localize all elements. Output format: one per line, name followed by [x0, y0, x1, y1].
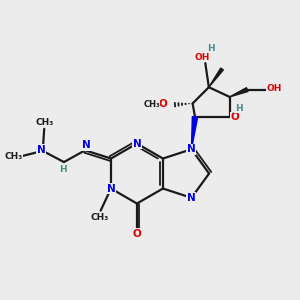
Text: N: N	[187, 193, 196, 203]
Text: H: H	[235, 103, 242, 112]
Text: H: H	[207, 44, 214, 53]
Polygon shape	[230, 88, 248, 97]
Text: OH: OH	[195, 53, 210, 62]
Text: CH₃: CH₃	[36, 118, 54, 127]
Text: H: H	[58, 165, 66, 174]
Text: N: N	[37, 145, 46, 155]
Text: O: O	[133, 229, 141, 239]
Text: N: N	[106, 184, 115, 194]
Text: N: N	[82, 140, 91, 150]
Text: methyl: methyl	[152, 101, 156, 103]
Text: OH: OH	[267, 84, 282, 93]
Polygon shape	[209, 68, 224, 87]
Text: CH₃: CH₃	[4, 152, 22, 161]
Text: N: N	[133, 139, 141, 148]
Text: CH₃: CH₃	[143, 100, 160, 109]
Text: CH₃: CH₃	[91, 212, 109, 221]
Polygon shape	[191, 117, 198, 149]
Text: N: N	[187, 144, 196, 154]
Text: O: O	[230, 112, 239, 122]
Text: O: O	[159, 99, 168, 109]
